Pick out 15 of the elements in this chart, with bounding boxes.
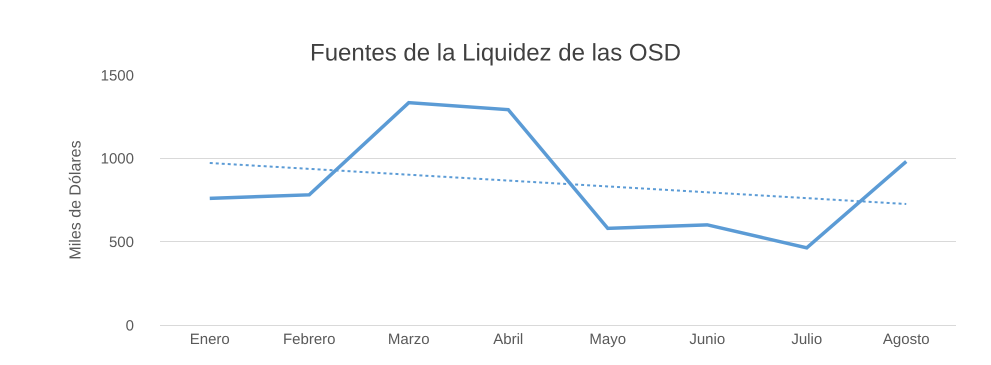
x-tick-label: Junio xyxy=(689,331,726,348)
x-tick-label: Febrero xyxy=(282,331,336,348)
y-tick-label: 500 xyxy=(108,234,134,251)
y-tick-label: 0 xyxy=(126,317,134,334)
line-series xyxy=(208,100,908,250)
x-tick-label: Marzo xyxy=(388,331,430,348)
x-tick-label: Julio xyxy=(791,331,822,348)
x-tick-label: Mayo xyxy=(589,331,626,348)
x-tick-label: Enero xyxy=(190,331,230,348)
y-tick-label: 1500 xyxy=(100,67,134,84)
y-tick-label: 1000 xyxy=(100,150,134,168)
y-axis-title: Miles de Dólares xyxy=(68,140,85,260)
x-tick-label: Abril xyxy=(493,331,524,348)
chart-title: Fuentes de la Liquidez de las OSD xyxy=(310,40,681,67)
x-tick-label: Agosto xyxy=(882,331,930,348)
